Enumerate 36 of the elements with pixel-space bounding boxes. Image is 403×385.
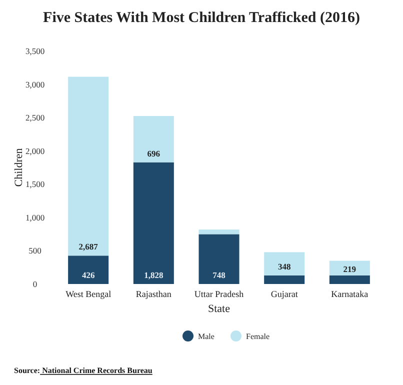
bar bbox=[264, 252, 305, 276]
y-tick-label: 2,500 bbox=[25, 112, 45, 123]
y-tick-label: 3,000 bbox=[25, 79, 45, 90]
chart-title: Five States With Most Children Trafficked (2016) bbox=[43, 10, 360, 26]
data-label: 2,687 bbox=[78, 242, 99, 252]
legend-label: Female bbox=[246, 332, 270, 341]
bar bbox=[68, 76, 109, 256]
bar bbox=[329, 260, 370, 276]
legend-label: Male bbox=[198, 332, 215, 341]
bar bbox=[264, 275, 305, 284]
data-label: 748 bbox=[212, 270, 226, 280]
bar bbox=[133, 162, 174, 284]
y-tick-label: 1,000 bbox=[25, 212, 45, 222]
x-tick-label: Rajasthan bbox=[136, 289, 172, 299]
bar bbox=[198, 234, 240, 284]
y-tick-label: 3,500 bbox=[25, 46, 45, 56]
bar bbox=[68, 256, 109, 284]
x-tick-label: West Bengal bbox=[66, 289, 112, 299]
y-axis-title: Children bbox=[13, 148, 25, 187]
x-tick-label: Karnataka bbox=[331, 289, 368, 299]
data-label: 696 bbox=[147, 148, 160, 158]
bar bbox=[133, 116, 174, 162]
data-label: 1,828 bbox=[144, 270, 164, 280]
bar bbox=[329, 275, 370, 284]
y-tick-label: 2,000 bbox=[25, 146, 45, 156]
bar bbox=[198, 230, 240, 234]
y-tick-label: 0 bbox=[32, 279, 38, 289]
source-note: Source: National Crime Records Bureau bbox=[14, 366, 153, 375]
y-tick-label: 1,500 bbox=[25, 179, 45, 190]
data-label: 426 bbox=[82, 270, 95, 280]
x-tick-label: Gujarat bbox=[270, 289, 298, 299]
data-label: 348 bbox=[278, 261, 291, 272]
y-tick-label: 500 bbox=[28, 246, 42, 256]
data-label: 219 bbox=[343, 264, 356, 274]
x-axis-title: State bbox=[208, 303, 230, 315]
x-tick-label: Uttar Pradesh bbox=[194, 289, 244, 299]
